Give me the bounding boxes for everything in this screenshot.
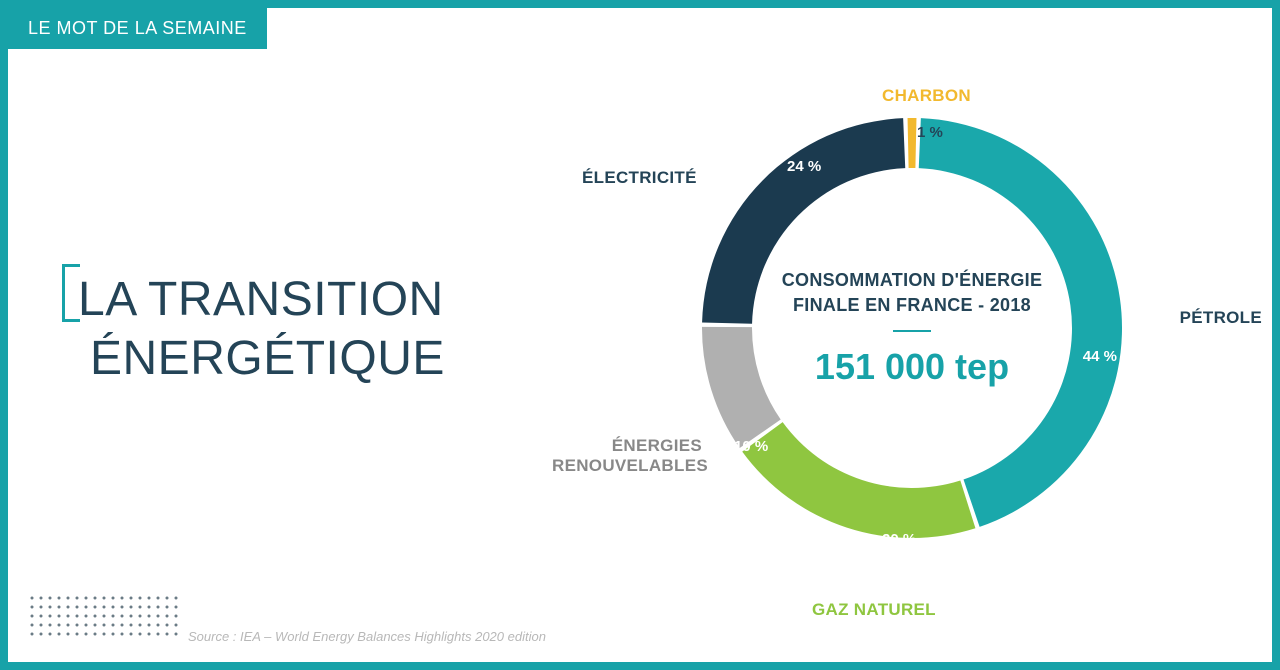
decorative-dots — [30, 596, 179, 637]
source-text: Source : IEA – World Energy Balances Hig… — [188, 629, 546, 644]
label-petrole: PÉTROLE — [1180, 308, 1262, 328]
center-separator — [893, 330, 931, 332]
pct-elec: 24 % — [787, 158, 821, 175]
center-title: CONSOMMATION D'ÉNERGIE FINALE EN FRANCE … — [732, 268, 1093, 318]
donut-center: CONSOMMATION D'ÉNERGIE FINALE EN FRANCE … — [702, 118, 1122, 538]
header-badge: LE MOT DE LA SEMAINE — [8, 8, 267, 49]
label-elec: ÉLECTRICITÉ — [582, 168, 697, 188]
pct-gaz: 20 % — [882, 531, 916, 548]
label-renouv: ÉNERGIES RENOUVELABLES — [552, 436, 702, 477]
pct-charbon: 1 % — [917, 124, 943, 141]
title-line-2: ÉNERGÉTIQUE — [90, 331, 445, 386]
donut-chart-area: CONSOMMATION D'ÉNERGIE FINALE EN FRANCE … — [592, 58, 1232, 618]
title-line-1: LA TRANSITION — [68, 268, 444, 331]
label-gaz: GAZ NATUREL — [812, 600, 936, 620]
pct-renouv: 10 % — [734, 438, 768, 455]
label-charbon: CHARBON — [882, 86, 971, 106]
infographic-frame: LE MOT DE LA SEMAINE LA TRANSITION ÉNERG… — [0, 0, 1280, 670]
center-value: 151 000 tep — [815, 346, 1009, 388]
main-title: LA TRANSITION ÉNERGÉTIQUE — [68, 268, 445, 386]
pct-petrole: 44 % — [1083, 348, 1117, 365]
